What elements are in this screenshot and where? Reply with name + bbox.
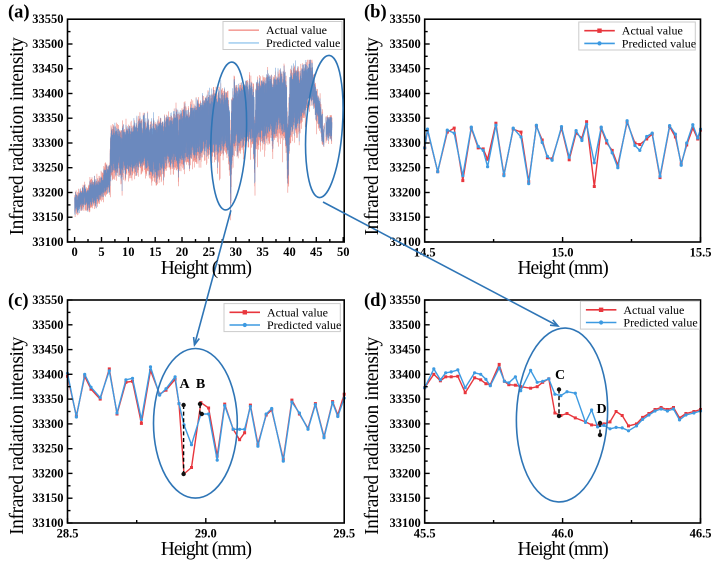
svg-text:45.5: 45.5 [414, 526, 436, 540]
svg-text:33550: 33550 [32, 12, 63, 26]
svg-text:33200: 33200 [389, 466, 420, 480]
svg-text:B: B [196, 377, 205, 392]
svg-text:D: D [596, 402, 606, 417]
svg-text:(a): (a) [8, 3, 30, 23]
svg-text:40: 40 [283, 245, 296, 259]
svg-text:46.0: 46.0 [552, 526, 574, 540]
svg-text:Predicted value: Predicted value [623, 316, 697, 330]
svg-text:33450: 33450 [389, 343, 420, 357]
svg-text:33550: 33550 [389, 293, 420, 307]
svg-text:Actual value: Actual value [623, 303, 684, 317]
svg-text:33500: 33500 [32, 37, 63, 51]
svg-text:30: 30 [230, 245, 243, 259]
svg-text:Infrared radiation intensity: Infrared radiation intensity [7, 336, 28, 534]
svg-text:(c): (c) [8, 291, 29, 311]
svg-text:33350: 33350 [32, 392, 63, 406]
svg-text:Infrared radiation intensity: Infrared radiation intensity [362, 37, 383, 235]
svg-text:33400: 33400 [32, 367, 63, 381]
svg-text:5: 5 [98, 245, 104, 259]
svg-text:33350: 33350 [389, 111, 420, 125]
svg-text:33400: 33400 [389, 367, 420, 381]
svg-text:33100: 33100 [389, 235, 420, 249]
svg-text:33100: 33100 [389, 516, 420, 530]
svg-text:33300: 33300 [32, 417, 63, 431]
svg-text:33100: 33100 [32, 516, 63, 530]
svg-text:33450: 33450 [32, 343, 63, 357]
svg-text:33150: 33150 [389, 210, 420, 224]
svg-text:45: 45 [310, 245, 323, 259]
svg-text:33450: 33450 [32, 62, 63, 76]
svg-text:33250: 33250 [389, 161, 420, 175]
svg-text:33350: 33350 [389, 392, 420, 406]
svg-text:Actual value: Actual value [622, 24, 683, 38]
svg-text:33500: 33500 [32, 318, 63, 332]
svg-text:Height (mm): Height (mm) [517, 258, 608, 279]
svg-text:35: 35 [256, 245, 269, 259]
svg-text:33200: 33200 [389, 186, 420, 200]
svg-text:33200: 33200 [32, 466, 63, 480]
svg-text:25: 25 [203, 245, 216, 259]
svg-text:33550: 33550 [32, 293, 63, 307]
svg-text:33450: 33450 [389, 62, 420, 76]
svg-text:33400: 33400 [389, 87, 420, 101]
svg-text:33200: 33200 [32, 186, 63, 200]
svg-text:20: 20 [176, 245, 189, 259]
svg-text:33250: 33250 [389, 442, 420, 456]
svg-text:33250: 33250 [32, 161, 63, 175]
svg-text:15: 15 [149, 245, 162, 259]
svg-text:29.5: 29.5 [333, 526, 355, 540]
svg-text:33550: 33550 [389, 12, 420, 26]
svg-text:15.5: 15.5 [690, 245, 712, 259]
svg-text:46.5: 46.5 [690, 526, 712, 540]
svg-text:33400: 33400 [32, 87, 63, 101]
svg-text:Infrared radiation intensity: Infrared radiation intensity [362, 336, 383, 534]
svg-text:Height (mm): Height (mm) [161, 539, 252, 560]
svg-text:33150: 33150 [389, 491, 420, 505]
svg-text:10: 10 [122, 245, 135, 259]
svg-text:33300: 33300 [389, 417, 420, 431]
svg-text:(d): (d) [364, 291, 387, 311]
svg-text:28.5: 28.5 [57, 526, 79, 540]
svg-text:33500: 33500 [389, 318, 420, 332]
svg-text:33150: 33150 [32, 210, 63, 224]
svg-text:Predicted value: Predicted value [267, 318, 341, 332]
svg-text:33100: 33100 [32, 235, 63, 249]
svg-text:Actual value: Actual value [267, 305, 328, 319]
svg-text:29.0: 29.0 [195, 526, 217, 540]
svg-text:Predicted value: Predicted value [266, 36, 340, 50]
svg-text:Height (mm): Height (mm) [517, 539, 608, 560]
svg-text:33300: 33300 [389, 136, 420, 150]
svg-text:(b): (b) [364, 3, 387, 23]
svg-text:Infrared radiation intensity: Infrared radiation intensity [7, 37, 28, 235]
svg-text:14.5: 14.5 [414, 245, 436, 259]
svg-text:33300: 33300 [32, 136, 63, 150]
svg-text:33350: 33350 [32, 111, 63, 125]
svg-text:Actual value: Actual value [266, 23, 327, 37]
svg-text:C: C [555, 368, 565, 383]
svg-text:33250: 33250 [32, 442, 63, 456]
svg-text:Predicted value: Predicted value [622, 36, 696, 50]
svg-text:0: 0 [71, 245, 77, 259]
svg-text:33500: 33500 [389, 37, 420, 51]
svg-text:15.0: 15.0 [552, 245, 574, 259]
svg-text:50: 50 [337, 245, 350, 259]
svg-text:Height (mm): Height (mm) [161, 258, 252, 279]
svg-text:33150: 33150 [32, 491, 63, 505]
svg-text:A: A [179, 377, 190, 392]
